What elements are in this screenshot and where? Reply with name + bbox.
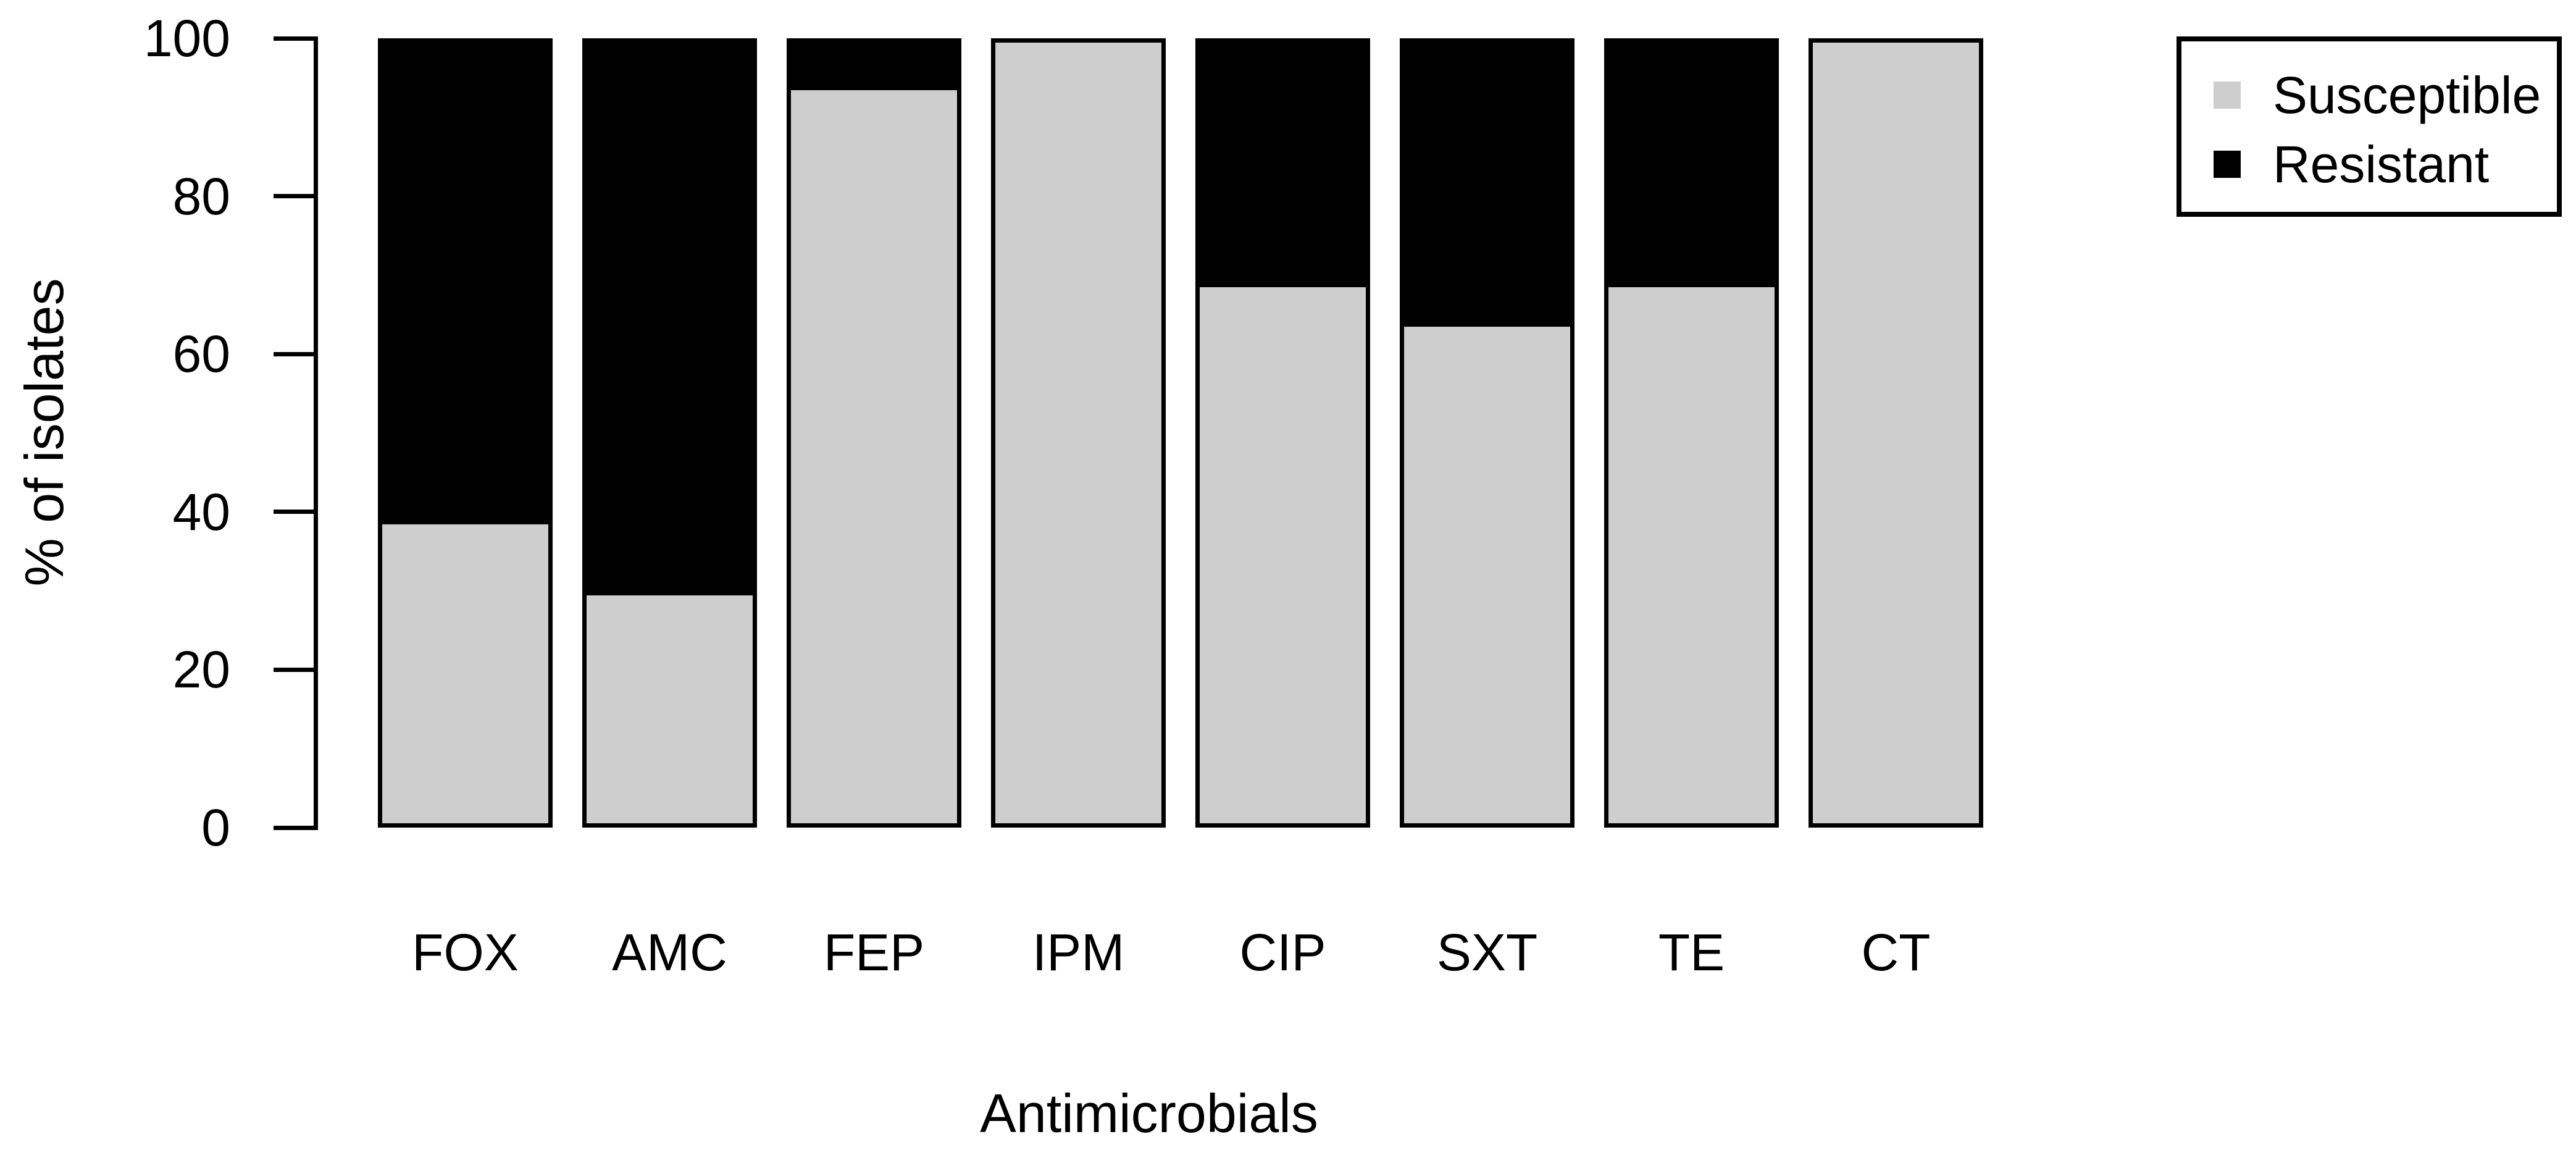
y-tick [274, 194, 314, 198]
category-label: IPM [1032, 923, 1125, 981]
bar-segment-resistant [1195, 38, 1370, 283]
category-label: TE [1658, 923, 1725, 981]
bar-segment-susceptible [787, 86, 961, 828]
bar-segment-susceptible [1809, 38, 1983, 828]
legend-label-resistant: Resistant [2273, 135, 2490, 193]
bar-segment-susceptible [582, 591, 757, 828]
y-tick [274, 826, 314, 830]
legend-item-resistant: Resistant [2214, 136, 2557, 192]
legend-swatch-susceptible-icon [2214, 82, 2241, 109]
bar-segment-resistant [1604, 38, 1779, 283]
category-label: FEP [823, 923, 925, 981]
legend-label-susceptible: Susceptible [2273, 66, 2541, 124]
x-axis-title: Antimicrobials [980, 1083, 1318, 1144]
y-tick [274, 668, 314, 672]
legend: Susceptible Resistant [2177, 36, 2562, 217]
legend-swatch-resistant-icon [2214, 151, 2241, 178]
bar-segment-resistant [378, 38, 553, 520]
bar-segment-resistant [787, 38, 961, 86]
y-tick-label: 40 [172, 483, 230, 541]
y-tick [274, 352, 314, 356]
bar-segment-susceptible [1604, 283, 1779, 828]
y-tick-label: 20 [172, 640, 230, 699]
y-tick [274, 36, 314, 41]
category-label: CIP [1239, 923, 1326, 981]
bar-segment-susceptible [1400, 322, 1574, 828]
y-tick-label: 100 [143, 9, 230, 67]
y-tick-label: 0 [201, 799, 230, 857]
category-label: AMC [612, 923, 727, 981]
y-axis-line [314, 36, 318, 830]
bar-segment-susceptible [378, 520, 553, 828]
legend-item-susceptible: Susceptible [2214, 67, 2557, 123]
y-tick-label: 60 [172, 325, 230, 383]
category-label: FOX [412, 923, 519, 981]
category-label: SXT [1436, 923, 1538, 981]
category-label: CT [1861, 923, 1931, 981]
bar-segment-susceptible [991, 38, 1166, 828]
bar-segment-susceptible [1195, 283, 1370, 828]
bar-segment-resistant [1400, 38, 1574, 322]
y-tick [274, 510, 314, 514]
bar-segment-resistant [582, 38, 757, 591]
y-tick-label: 80 [172, 167, 230, 225]
